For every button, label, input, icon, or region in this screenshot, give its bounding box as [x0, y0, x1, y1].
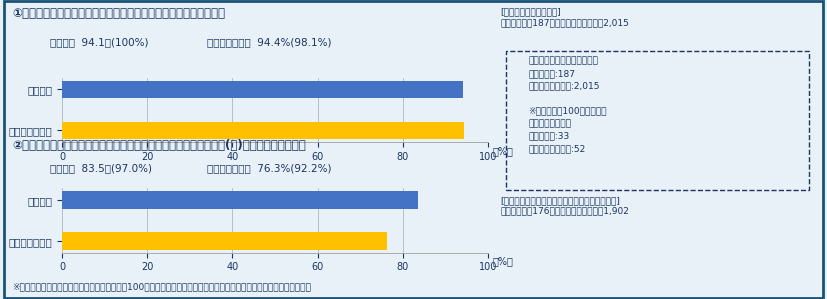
Text: 独立行政法人等  94.4%(98.1%): 独立行政法人等 94.4%(98.1%) [207, 37, 332, 47]
Bar [62, 81, 463, 98]
Text: （%）: （%） [492, 257, 513, 267]
Text: （%）: （%） [492, 146, 513, 156]
Text: ①情報システムへのアクセスについて認証機能を設定している割合: ①情報システムへのアクセスについて認証機能を設定している割合 [12, 7, 226, 20]
Text: [母数：認証機能を設定している情報システム数]
（行政機関）176　（独立行政法人等）1,902: [母数：認証機能を設定している情報システム数] （行政機関）176 （独立行政法… [500, 196, 629, 215]
Bar [62, 191, 418, 209]
Text: 行政機関  83.5％(97.0%): 行政機関 83.5％(97.0%) [50, 163, 151, 173]
Text: ※（）内の割合は、調査結果のうち本人の数が100万人以上の情報システムに係る数値＜参考値＞（次頁において同じ）: ※（）内の割合は、調査結果のうち本人の数が100万人以上の情報システムに係る数値… [12, 283, 311, 292]
Text: ②認証機能を設定しているもののうち、パスワード等の管理の定め(注)を整備している割合: ②認証機能を設定しているもののうち、パスワード等の管理の定め(注)を整備している… [12, 139, 306, 152]
Bar [62, 232, 387, 250]
Bar [62, 122, 464, 139]
Text: 独立行政法人等  76.3%(92.2%): 独立行政法人等 76.3%(92.2%) [207, 163, 332, 173]
Text: 行政機関  94.1％(100%): 行政機関 94.1％(100%) [50, 37, 148, 47]
Text: [母数：情報システム数]
（行政機関）187　（独立行政法人等）2,015: [母数：情報システム数] （行政機関）187 （独立行政法人等）2,015 [500, 7, 629, 27]
Text: ＜調査対象情報システム数＞
　行政機関:187
　独立行政法人等:2,015

※本人の数が100万人以上の
　情報システム数
　行政機関:33
　独立行政法人: ＜調査対象情報システム数＞ 行政機関:187 独立行政法人等:2,015 ※本人… [528, 57, 607, 153]
